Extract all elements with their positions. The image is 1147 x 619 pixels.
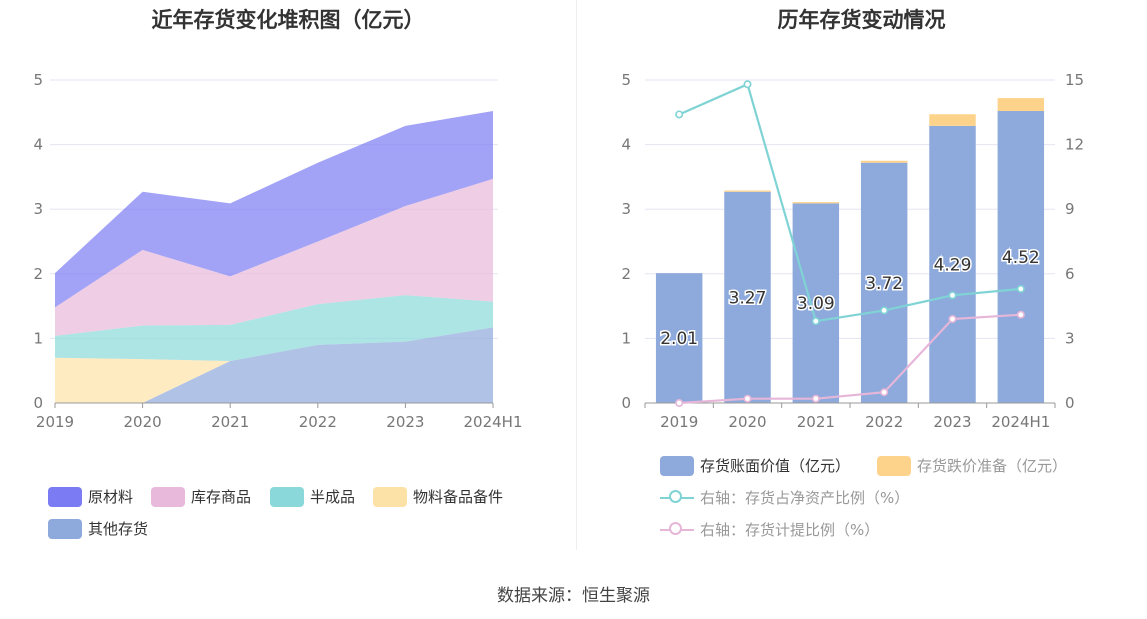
line-point-右轴：存货占净资产比例（%） bbox=[948, 291, 957, 300]
right-x-tick-label: 2020 bbox=[728, 413, 766, 431]
area-series-库存商品 bbox=[55, 178, 493, 336]
area-series-其他存货 bbox=[55, 327, 493, 403]
legend-label: 右轴：存货占净资产比例（%） bbox=[700, 489, 910, 507]
legend-swatch bbox=[48, 518, 82, 539]
bar-存货账面价值（亿元） bbox=[792, 203, 840, 403]
area-series-原材料 bbox=[55, 111, 493, 308]
line-右轴：存货计提比例（%） bbox=[679, 313, 1021, 405]
legend-label: 存货跌价准备（亿元） bbox=[917, 457, 1068, 475]
line-point-右轴：存货占净资产比例（%） bbox=[811, 317, 820, 326]
bar-存货跌价准备（亿元） bbox=[724, 190, 771, 192]
bar-value-label: 4.29 bbox=[934, 255, 972, 275]
right-y-tick-label: 4 bbox=[621, 136, 631, 154]
right-x-tick-label: 2022 bbox=[865, 413, 903, 431]
right-y-tick-label: 1 bbox=[621, 329, 631, 347]
legend-swatch bbox=[660, 488, 694, 508]
right-x-tick-label: 2019 bbox=[660, 413, 698, 431]
legend-item[interactable]: 其他存货 bbox=[48, 518, 148, 539]
area-series-半成品 bbox=[55, 295, 493, 362]
legend-item[interactable]: 右轴：存货占净资产比例（%） bbox=[660, 487, 909, 508]
legend-swatch bbox=[877, 455, 911, 476]
line-point-右轴：存货占净资产比例（%） bbox=[743, 80, 752, 89]
left-x-tick-label: 2020 bbox=[124, 413, 162, 431]
legend-item[interactable]: 物料备品备件 bbox=[373, 486, 503, 507]
left-y-tick-label: 3 bbox=[33, 200, 43, 218]
right-y2-tick-label: 6 bbox=[1065, 265, 1075, 283]
right-y2-tick-label: 9 bbox=[1065, 200, 1075, 218]
right-chart-title: 历年存货变动情况 bbox=[777, 8, 946, 32]
bar-value-label: 3.09 bbox=[797, 294, 835, 314]
legend-swatch bbox=[48, 486, 82, 507]
left-x-tick-label: 2022 bbox=[299, 413, 337, 431]
legend-label: 物料备品备件 bbox=[413, 488, 504, 506]
right-y-tick-label: 2 bbox=[621, 265, 631, 283]
left-chart-title: 近年存货变化堆积图（亿元） bbox=[151, 8, 425, 32]
left-y-tick-label: 5 bbox=[33, 71, 43, 89]
right-x-tick-label: 2023 bbox=[933, 413, 971, 431]
legend-label: 右轴：存货计提比例（%） bbox=[700, 521, 880, 539]
line-右轴：存货占净资产比例（%） bbox=[678, 82, 1021, 323]
bar-存货账面价值（亿元） bbox=[860, 162, 908, 403]
legend-swatch bbox=[660, 455, 694, 476]
legend-item[interactable]: 原材料 bbox=[48, 486, 133, 507]
right-y2-tick-label: 0 bbox=[1065, 394, 1075, 412]
bar-存货跌价准备（亿元） bbox=[997, 98, 1045, 112]
left-x-tick-label: 2019 bbox=[36, 413, 74, 431]
legend-item[interactable]: 存货账面价值（亿元） bbox=[660, 455, 850, 476]
left-x-tick-label: 2023 bbox=[386, 413, 424, 431]
legend-swatch bbox=[373, 486, 407, 507]
legend-item[interactable]: 半成品 bbox=[270, 486, 355, 507]
legend-label: 存货账面价值（亿元） bbox=[700, 457, 851, 475]
line-point-右轴：存货计提比例（%） bbox=[1016, 310, 1025, 319]
left-x-tick-label: 2024H1 bbox=[464, 413, 523, 431]
right-y-tick-label: 3 bbox=[621, 200, 631, 218]
bar-存货账面价值（亿元） bbox=[724, 191, 771, 403]
left-y-tick-label: 1 bbox=[33, 329, 43, 347]
right-y2-tick-label: 15 bbox=[1065, 71, 1084, 89]
bar-value-label: 4.52 bbox=[1002, 248, 1040, 268]
right-y2-tick-label: 3 bbox=[1065, 329, 1075, 347]
legend-label: 半成品 bbox=[310, 488, 356, 506]
area-series-物料备品备件 bbox=[55, 327, 493, 403]
bar-value-label: 3.72 bbox=[865, 274, 903, 294]
legend-label: 原材料 bbox=[88, 488, 134, 506]
data-source-note: 数据来源：恒生聚源 bbox=[497, 586, 650, 606]
legend-swatch bbox=[660, 520, 694, 540]
bar-存货跌价准备（亿元） bbox=[929, 114, 976, 126]
bar-存货账面价值（亿元） bbox=[929, 125, 976, 403]
right-y2-tick-label: 12 bbox=[1065, 136, 1084, 154]
line-point-右轴：存货占净资产比例（%） bbox=[675, 110, 684, 119]
line-point-右轴：存货计提比例（%） bbox=[948, 315, 957, 324]
right-x-tick-label: 2021 bbox=[797, 413, 835, 431]
bar-存货跌价准备（亿元） bbox=[792, 202, 840, 204]
line-point-右轴：存货占净资产比例（%） bbox=[880, 306, 889, 315]
left-y-tick-label: 0 bbox=[33, 394, 43, 412]
bar-value-label: 2.01 bbox=[660, 329, 698, 349]
panel-divider bbox=[576, 0, 577, 550]
right-x-tick-label: 2024H1 bbox=[991, 413, 1050, 431]
line-point-右轴：存货计提比例（%） bbox=[880, 388, 889, 397]
bar-存货跌价准备（亿元） bbox=[860, 160, 908, 163]
legend-item[interactable]: 存货跌价准备（亿元） bbox=[877, 455, 1067, 476]
line-point-右轴：存货计提比例（%） bbox=[675, 398, 684, 407]
line-point-右轴：存货计提比例（%） bbox=[811, 394, 820, 403]
legend-swatch bbox=[270, 486, 304, 507]
bar-value-label: 3.27 bbox=[729, 288, 767, 308]
right-y-tick-label: 5 bbox=[621, 71, 631, 89]
line-point-右轴：存货占净资产比例（%） bbox=[1016, 284, 1025, 293]
legend-item[interactable]: 库存商品 bbox=[151, 486, 251, 507]
right-y-tick-label: 0 bbox=[621, 394, 631, 412]
legend-item[interactable]: 右轴：存货计提比例（%） bbox=[660, 519, 879, 540]
left-y-tick-label: 4 bbox=[33, 136, 43, 154]
left-x-tick-label: 2021 bbox=[211, 413, 249, 431]
bar-存货账面价值（亿元） bbox=[655, 273, 703, 403]
bar-存货账面价值（亿元） bbox=[997, 111, 1045, 404]
left-y-tick-label: 2 bbox=[33, 265, 43, 283]
legend-label: 其他存货 bbox=[88, 520, 149, 538]
legend-label: 库存商品 bbox=[191, 488, 252, 506]
legend-swatch bbox=[151, 486, 185, 507]
line-point-右轴：存货计提比例（%） bbox=[743, 394, 752, 403]
